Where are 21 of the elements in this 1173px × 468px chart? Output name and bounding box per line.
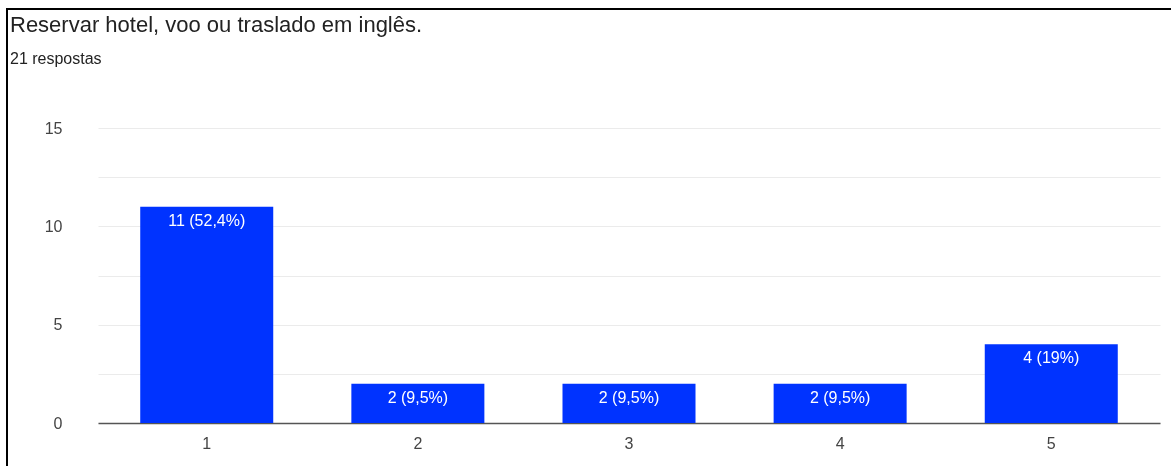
- chart-subtitle: 21 respostas: [10, 50, 102, 67]
- data-label: 4 (19%): [1023, 349, 1080, 367]
- data-label: 2 (9,5%): [387, 388, 449, 406]
- bar: [773, 383, 907, 423]
- bar: [351, 383, 485, 423]
- y-tick-label: 0: [53, 414, 63, 432]
- y-tick-label: 15: [44, 119, 63, 137]
- data-label: 11 (52,4%): [168, 211, 246, 229]
- chart-title: Reservar hotel, voo ou traslado em inglês.: [10, 12, 423, 37]
- x-tick-label: 2: [413, 434, 423, 452]
- y-tick-label: 5: [53, 316, 63, 334]
- x-tick-label: 1: [202, 434, 212, 452]
- y-tick-label: 10: [44, 217, 63, 235]
- x-tick-label: 4: [835, 434, 845, 452]
- bar: [562, 383, 696, 423]
- bar: [984, 344, 1118, 423]
- data-label: 2 (9,5%): [598, 388, 660, 406]
- x-tick-label: 5: [1046, 434, 1056, 452]
- data-label: 2 (9,5%): [809, 388, 871, 406]
- bar: [140, 206, 274, 423]
- x-tick-label: 3: [624, 434, 634, 452]
